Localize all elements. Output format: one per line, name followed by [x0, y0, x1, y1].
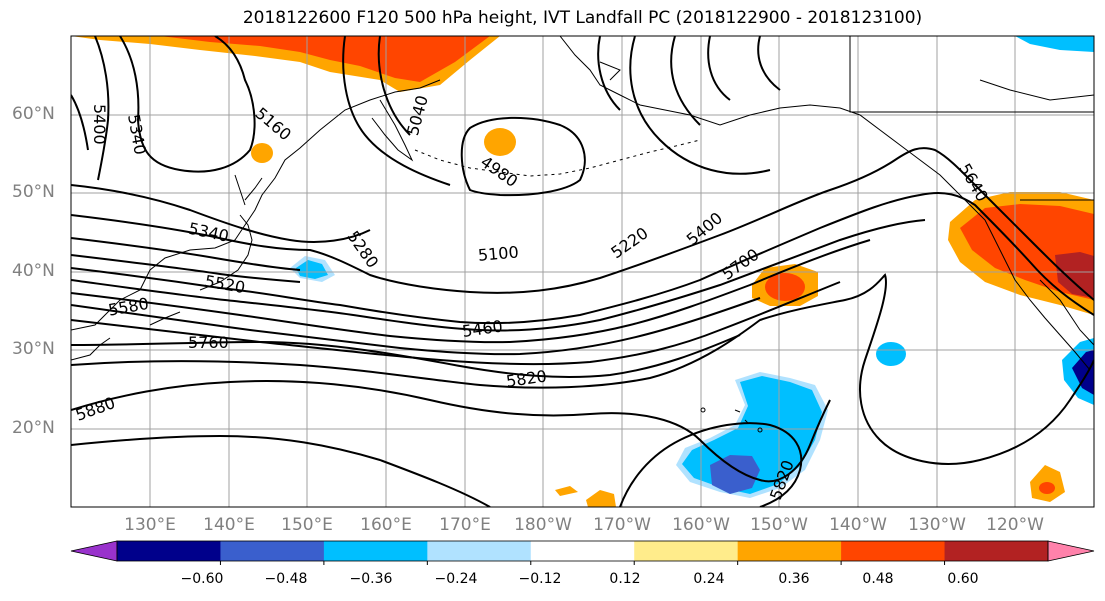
- colorbar-tick-label: −0.48: [264, 571, 308, 587]
- colorbar-tick-label: −0.60: [180, 571, 224, 587]
- colorbar-tick-label: −0.24: [434, 571, 478, 587]
- coastlines: [71, 36, 1094, 433]
- contour-label: 5760: [188, 333, 229, 352]
- colorbar-extension-low: [70, 540, 118, 562]
- colorbar-segment: [841, 541, 946, 561]
- height-contours: [71, 36, 1094, 507]
- contour-label: 5340: [124, 113, 150, 156]
- lat-label: 40°N: [12, 261, 55, 281]
- colorbar-segment: [634, 541, 739, 561]
- contour-label: 4980: [477, 152, 521, 191]
- colorbar-tick-label: 0.36: [778, 571, 810, 587]
- lon-label: 160°E: [360, 515, 412, 535]
- colorbar-segment: [220, 541, 325, 561]
- lon-label: 180°W: [514, 515, 572, 535]
- lon-label: 130°W: [908, 515, 966, 535]
- lon-label: 150°E: [281, 515, 333, 535]
- lat-label: 50°N: [12, 182, 55, 202]
- colorbar-tick-label: 0.60: [947, 571, 979, 587]
- lon-label: 150°W: [750, 515, 808, 535]
- map-frame: [70, 35, 1095, 508]
- colorbar-segment: [944, 541, 1049, 561]
- lat-label: 30°N: [12, 339, 55, 359]
- contour-label: 5160: [252, 104, 295, 145]
- lon-label: 120°W: [986, 515, 1044, 535]
- colorbar-tick-label: 0.12: [609, 571, 641, 587]
- colorbar-extension-high: [1047, 540, 1095, 562]
- lon-label: 130°E: [124, 515, 176, 535]
- colorbar-tick-label: −0.36: [349, 571, 393, 587]
- contour-label: 5100: [477, 242, 519, 264]
- lon-label: 140°E: [203, 515, 255, 535]
- colorbar: [70, 540, 1095, 565]
- contour-label: 5220: [607, 223, 651, 262]
- colorbar-segment: [427, 541, 532, 561]
- map-title: 2018122600 F120 500 hPa height, IVT Land…: [242, 8, 923, 28]
- lon-label: 160°W: [672, 515, 730, 535]
- contour-label: 5400: [683, 208, 726, 249]
- colorbar-tick-label: −0.12: [518, 571, 562, 587]
- colorbar-tick-label: 0.48: [862, 571, 894, 587]
- lon-label: 140°W: [829, 515, 887, 535]
- colorbar-frame: [116, 540, 1049, 562]
- lon-label: 170°E: [439, 515, 491, 535]
- lat-label: 20°N: [12, 418, 55, 438]
- contour-label: 5880: [73, 393, 118, 425]
- colorbar-segment: [323, 541, 428, 561]
- colorbar-segment: [530, 541, 635, 561]
- ivt-shading: [71, 36, 1094, 507]
- colorbar-segment: [737, 541, 842, 561]
- contour-label: 5460: [461, 316, 504, 340]
- lat-label: 60°N: [12, 104, 55, 124]
- colorbar-segment: [117, 541, 221, 561]
- contour-label: 5400: [90, 104, 109, 145]
- colorbar-tick-label: 0.24: [693, 571, 725, 587]
- contour-label: 5520: [203, 271, 246, 297]
- lon-label: 170°W: [593, 515, 651, 535]
